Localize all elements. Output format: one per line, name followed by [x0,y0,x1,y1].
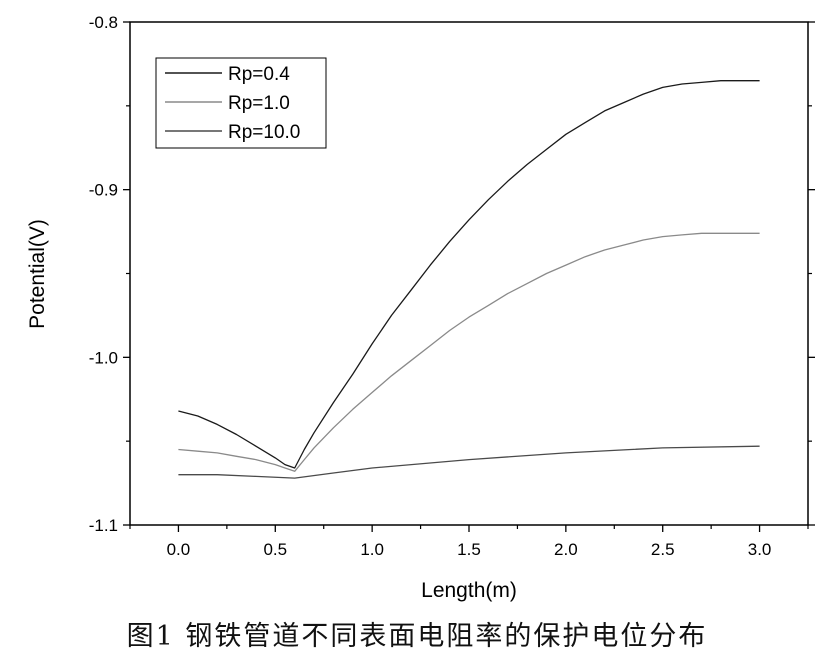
y-tick-label: -0.9 [89,181,118,200]
x-tick-label: 1.0 [360,540,384,559]
series-line-rp-10-0 [178,445,760,479]
legend-label-rp-0-4: Rp=0.4 [228,64,290,85]
x-tick-label: 0.5 [263,540,287,559]
legend: Rp=0.4 Rp=1.0 Rp=10.0 [155,57,327,149]
legend-label-rp-10-0: Rp=10.0 [228,122,300,143]
series-line-rp-1-0 [178,232,760,472]
x-axis-title: Length(m) [421,579,517,602]
y-tick-label: -0.8 [89,13,118,32]
x-tick-label: 1.5 [457,540,481,559]
x-tick-label: 2.5 [651,540,675,559]
x-tick-label: 2.0 [554,540,578,559]
series-lines [178,80,760,479]
y-axis-title: Potential(V) [26,219,49,329]
y-tick-label: -1.1 [89,516,118,535]
y-tick-label: -1.0 [89,348,118,367]
series-line-rp-0-4 [178,80,760,469]
y-axis: -0.8 -0.9 -1.0 -1.1 [89,13,815,535]
x-tick-label: 3.0 [748,540,772,559]
chart: 0.0 0.5 1.0 1.5 2.0 2.5 3.0 -0.8 -0.9 -1.0 -1.1 R… [26,13,815,602]
x-tick-label: 0.0 [167,540,191,559]
figure-caption: 图1 钢铁管道不同表面电阻率的保护电位分布 [126,621,708,652]
x-axis: 0.0 0.5 1.0 1.5 2.0 2.5 3.0 [129,525,809,559]
legend-label-rp-1-0: Rp=1.0 [228,93,290,114]
